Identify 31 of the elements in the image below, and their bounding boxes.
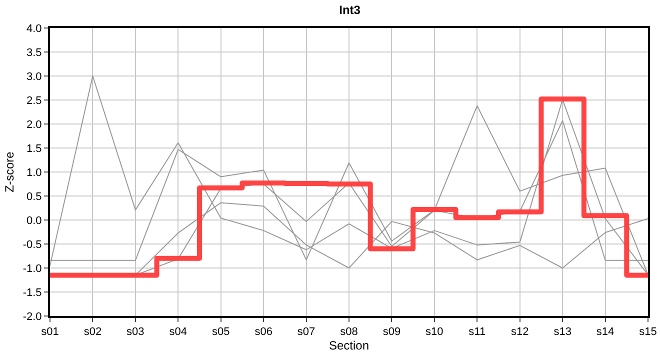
- x-tick-label: s05: [212, 326, 230, 338]
- x-tick-label: s08: [340, 326, 358, 338]
- y-tick-label: 2.0: [26, 118, 42, 131]
- y-tick-label: -2.0: [22, 310, 42, 323]
- y-tick-label: 1.0: [26, 166, 42, 179]
- x-tick-label: s04: [169, 326, 188, 338]
- y-tick-label: 0.5: [26, 190, 42, 203]
- y-tick-label: -1.0: [22, 262, 42, 275]
- x-tick-label: s06: [254, 326, 272, 338]
- x-tick-label: s11: [468, 326, 486, 338]
- x-tick-label: s10: [426, 326, 444, 338]
- x-tick-label: s02: [84, 326, 102, 338]
- y-axis-title: Z-score: [2, 151, 17, 192]
- x-tick-label: s07: [297, 326, 316, 338]
- x-tick-label: s09: [382, 326, 401, 338]
- x-tick-label: s01: [41, 326, 59, 338]
- y-tick-label: 3.5: [26, 46, 42, 59]
- y-tick-label: -0.5: [22, 238, 42, 251]
- x-axis-title: Section: [328, 338, 370, 353]
- x-tick-label: s13: [554, 326, 572, 338]
- y-tick-label: 1.5: [26, 142, 42, 155]
- y-tick-label: 3.0: [26, 70, 42, 83]
- x-tick-label: s15: [639, 326, 657, 338]
- y-tick-label: -1.5: [22, 286, 42, 299]
- y-tick-label: 2.5: [26, 94, 42, 107]
- chart-title: Int3: [339, 2, 361, 17]
- x-tick-label: s03: [126, 326, 144, 338]
- y-tick-label: 4.0: [26, 22, 42, 35]
- x-tick-label: s14: [596, 326, 614, 338]
- x-tick-label: s12: [510, 326, 529, 338]
- y-tick-label: 0.0: [26, 214, 42, 227]
